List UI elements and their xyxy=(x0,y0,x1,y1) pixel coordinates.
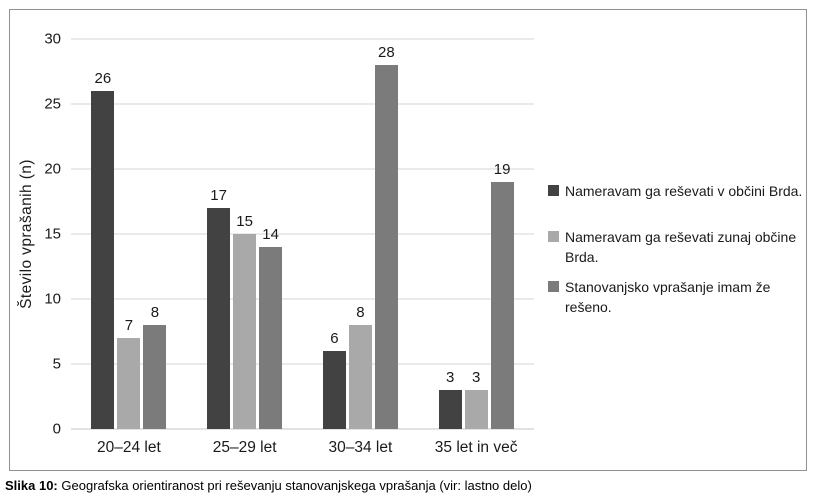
x-axis-line xyxy=(71,428,534,430)
bar-value-label: 15 xyxy=(236,213,253,230)
bar-group: 3 3 19 xyxy=(418,39,534,429)
bar xyxy=(438,390,462,429)
bar-column: 19 xyxy=(490,161,514,429)
bar-column: 8 xyxy=(143,304,167,429)
x-category-label: 30–34 let xyxy=(328,439,393,456)
y-tick-label: 25 xyxy=(44,95,61,113)
bar-column: 17 xyxy=(207,187,231,429)
gridline xyxy=(71,363,534,365)
bar-value-label: 19 xyxy=(493,161,511,178)
legend-label: Nameravam ga reševati zunaj občine Brda. xyxy=(565,229,797,265)
bar-group: 6 8 28 xyxy=(303,39,419,429)
x-category-label: 20–24 let xyxy=(96,439,161,456)
figure-caption: Slika 10: Geografska orientiranost pri r… xyxy=(5,477,532,494)
y-tick-label: 20 xyxy=(44,160,61,178)
legend-item: Stanovanjsko vprašanje imam že rešeno. xyxy=(548,277,808,317)
gridline xyxy=(71,103,534,105)
caption-text: Geografska orientiranost pri reševanju s… xyxy=(61,478,532,493)
bar-group: 26 7 8 xyxy=(71,39,187,429)
bar xyxy=(464,390,488,429)
caption-label: Slika 10: xyxy=(5,478,58,493)
x-axis-labels: 20–24 let 25–29 let 30–34 let 35 let in več xyxy=(71,439,534,457)
bar-column: 28 xyxy=(374,44,398,429)
y-tick-label: 30 xyxy=(44,30,61,48)
bar xyxy=(322,351,346,429)
bar xyxy=(490,182,514,429)
gridline xyxy=(71,233,534,235)
legend-marker xyxy=(548,281,559,292)
bar-value-label: 7 xyxy=(124,317,134,334)
y-tick-label: 15 xyxy=(44,225,61,243)
bar-value-label: 17 xyxy=(210,187,227,204)
bar xyxy=(91,91,115,429)
gridline xyxy=(71,38,534,40)
legend-item: Nameravam ga reševati v občini Brda. xyxy=(548,181,808,201)
bar xyxy=(117,338,141,429)
bar-column: 7 xyxy=(117,317,141,429)
legend-marker xyxy=(548,185,559,196)
bar xyxy=(207,208,231,429)
y-axis-ticks: 0 5 10 15 20 25 30 xyxy=(10,32,61,437)
bar-value-label: 8 xyxy=(356,304,365,321)
plot-area: 26 7 8 17 15 14 6 8 28 3 3 19 xyxy=(71,38,534,430)
bar-value-label: 3 xyxy=(471,369,481,386)
x-category-label: 25–29 let xyxy=(212,439,277,456)
bar xyxy=(348,325,372,429)
bar xyxy=(233,234,257,429)
bar-column: 8 xyxy=(348,304,372,429)
bar-value-label: 28 xyxy=(378,44,395,61)
chart: Število vprašanih (n) 0 5 10 15 20 25 30 26 7 8 1… xyxy=(9,9,807,471)
bar-column: 6 xyxy=(322,330,346,429)
bar-value-label: 8 xyxy=(150,304,160,321)
bar-value-label: 3 xyxy=(445,369,455,386)
bar xyxy=(143,325,167,429)
y-tick-label: 0 xyxy=(52,420,61,438)
legend-label: Nameravam ga reševati v občini Brda. xyxy=(565,183,803,199)
bar-groups: 26 7 8 17 15 14 6 8 28 3 3 19 xyxy=(71,39,534,429)
bar-group: 17 15 14 xyxy=(187,39,303,429)
legend-label: Stanovanjsko vprašanje imam že rešeno. xyxy=(565,279,771,315)
bar-column: 3 xyxy=(464,369,488,429)
bar-column: 26 xyxy=(91,70,115,429)
bar xyxy=(374,65,398,429)
legend-marker xyxy=(548,231,559,242)
x-category-label: 35 let in več xyxy=(434,439,518,456)
bar-value-label: 6 xyxy=(330,330,339,347)
y-tick-label: 10 xyxy=(44,290,61,308)
gridline xyxy=(71,168,534,170)
bar-column: 15 xyxy=(233,213,257,429)
gridline xyxy=(71,298,534,300)
bar-value-label: 14 xyxy=(262,226,279,243)
bar-column: 3 xyxy=(438,369,462,429)
legend-item: Nameravam ga reševati zunaj občine Brda. xyxy=(548,227,808,267)
bar-column: 14 xyxy=(259,226,283,429)
bar-value-label: 26 xyxy=(94,70,112,87)
legend: Nameravam ga reševati v občini Brda. Name… xyxy=(548,181,808,317)
y-tick-label: 5 xyxy=(52,355,61,373)
bar xyxy=(259,247,283,429)
